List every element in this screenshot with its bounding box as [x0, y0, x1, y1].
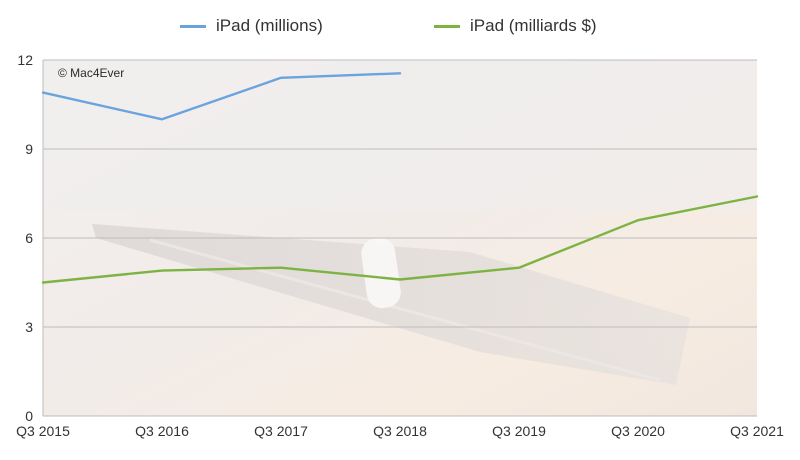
- x-tick-label: Q3 2021: [730, 423, 784, 439]
- grid-lines: [42, 59, 757, 417]
- series-line-ipad-units: [41, 72, 402, 121]
- x-tick-label: Q3 2017: [254, 423, 308, 439]
- y-tick-label: 12: [17, 52, 33, 68]
- legend-item-ipad-units: iPad (millions): [180, 14, 323, 38]
- series-lines: [41, 72, 759, 284]
- x-tick-label: Q3 2018: [373, 423, 427, 439]
- y-tick-label: 3: [25, 319, 33, 335]
- legend-swatch-ipad-revenue: [434, 24, 460, 28]
- chart-legend: iPad (millions) iPad (milliards $): [0, 14, 800, 38]
- legend-label-ipad-units: iPad (millions): [216, 16, 323, 35]
- axes: 0 3 6 9 12 Q3 2015 Q3 2016 Q3 2017 Q3 2018 Q3 201…: [16, 52, 784, 439]
- y-tick-label: 0: [25, 408, 33, 424]
- x-tick-label: Q3 2016: [135, 423, 189, 439]
- legend-swatch-ipad-units: [180, 24, 206, 28]
- x-tick-label: Q3 2020: [611, 423, 665, 439]
- y-tick-label: 9: [25, 141, 33, 157]
- copyright-watermark: © Mac4Ever: [58, 66, 125, 80]
- x-tick-label: Q3 2015: [16, 423, 70, 439]
- x-tick-label: Q3 2019: [492, 423, 546, 439]
- legend-item-ipad-revenue: iPad (milliards $): [434, 14, 597, 38]
- y-tick-label: 6: [25, 230, 33, 246]
- legend-label-ipad-revenue: iPad (milliards $): [470, 16, 597, 35]
